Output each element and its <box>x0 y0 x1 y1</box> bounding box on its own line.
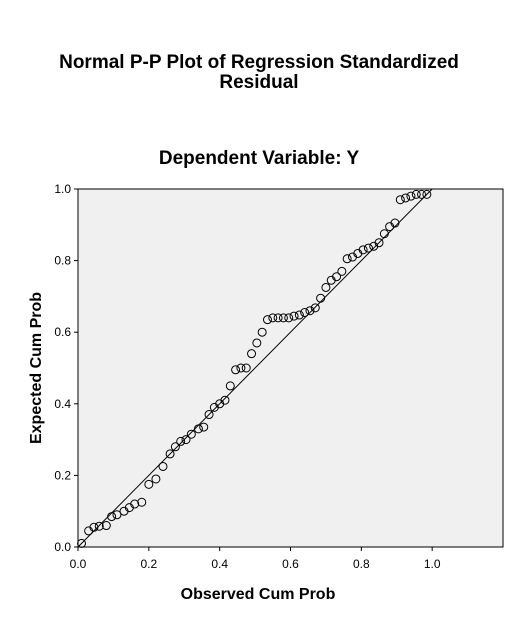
data-point <box>225 381 235 391</box>
plot-area <box>77 188 504 548</box>
reference-line-group <box>77 188 433 548</box>
x-tick-label: 0.4 <box>211 557 228 571</box>
data-point <box>186 429 196 439</box>
data-point <box>101 521 111 531</box>
data-point <box>305 306 315 316</box>
y-tick-label: 1.0 <box>54 182 71 196</box>
data-point <box>337 266 347 276</box>
data-point <box>262 315 272 325</box>
data-point <box>77 538 87 548</box>
data-point <box>390 218 400 228</box>
y-axis-ticks: 0.0 0.2 0.4 0.6 0.8 1.0 <box>54 182 78 554</box>
data-point <box>284 313 294 323</box>
data-point <box>379 229 389 239</box>
data-point <box>170 442 180 452</box>
data-point <box>158 461 168 471</box>
data-point <box>252 338 262 348</box>
data-point <box>176 436 186 446</box>
data-point <box>358 245 368 255</box>
data-point <box>257 327 267 337</box>
data-point <box>289 311 299 321</box>
data-point <box>321 282 331 292</box>
chart-title-line1: Normal P-P Plot of Regression Standardiz… <box>59 52 459 73</box>
data-point <box>310 303 320 313</box>
y-axis-label: Expected Cum Prob <box>28 292 45 444</box>
chart-subtitle: Dependent Variable: Y <box>159 148 360 169</box>
data-point <box>417 189 427 199</box>
data-point <box>268 313 278 323</box>
data-point <box>363 243 373 253</box>
x-tick-label: 0.6 <box>282 557 299 571</box>
data-point <box>247 349 257 359</box>
data-point <box>144 479 154 489</box>
data-point <box>236 363 246 373</box>
x-tick-label: 1.0 <box>424 557 441 571</box>
data-point <box>422 189 432 199</box>
data-point <box>300 308 310 318</box>
chart-title-line2: Residual <box>219 72 298 93</box>
data-point <box>278 313 288 323</box>
data-point <box>130 499 140 509</box>
y-tick-label: 0.2 <box>54 468 71 482</box>
data-point <box>316 293 326 303</box>
data-point <box>374 238 384 248</box>
y-tick-label: 0.4 <box>54 397 71 411</box>
data-point <box>231 365 241 375</box>
data-point <box>94 521 104 531</box>
data-point <box>342 254 352 264</box>
x-axis-label: Observed Cum Prob <box>181 586 336 603</box>
reference-line <box>77 188 433 548</box>
data-point <box>220 395 230 405</box>
data-point <box>294 310 304 320</box>
data-point <box>411 189 421 199</box>
data-point <box>406 191 416 201</box>
data-point <box>193 424 203 434</box>
data-point <box>241 363 251 373</box>
data-point <box>112 510 122 520</box>
x-tick-label: 0.2 <box>140 557 157 571</box>
data-point <box>204 410 214 420</box>
data-point <box>273 313 283 323</box>
x-tick-label: 0.8 <box>353 557 370 571</box>
x-tick-label: 0.0 <box>70 557 87 571</box>
data-point <box>107 512 117 522</box>
data-point <box>137 497 147 507</box>
data-point <box>395 195 405 205</box>
y-tick-label: 0.8 <box>54 254 71 268</box>
data-point <box>89 522 99 532</box>
data-point <box>199 422 209 432</box>
data-point <box>181 435 191 445</box>
data-point <box>332 272 342 282</box>
x-axis-ticks: 0.0 0.2 0.4 0.6 0.8 1.0 <box>70 547 441 571</box>
data-points <box>77 189 432 548</box>
data-point <box>401 193 411 203</box>
data-point <box>151 474 161 484</box>
y-tick-label: 0.0 <box>54 540 71 554</box>
y-tick-label: 0.6 <box>54 325 71 339</box>
data-point <box>165 449 175 459</box>
